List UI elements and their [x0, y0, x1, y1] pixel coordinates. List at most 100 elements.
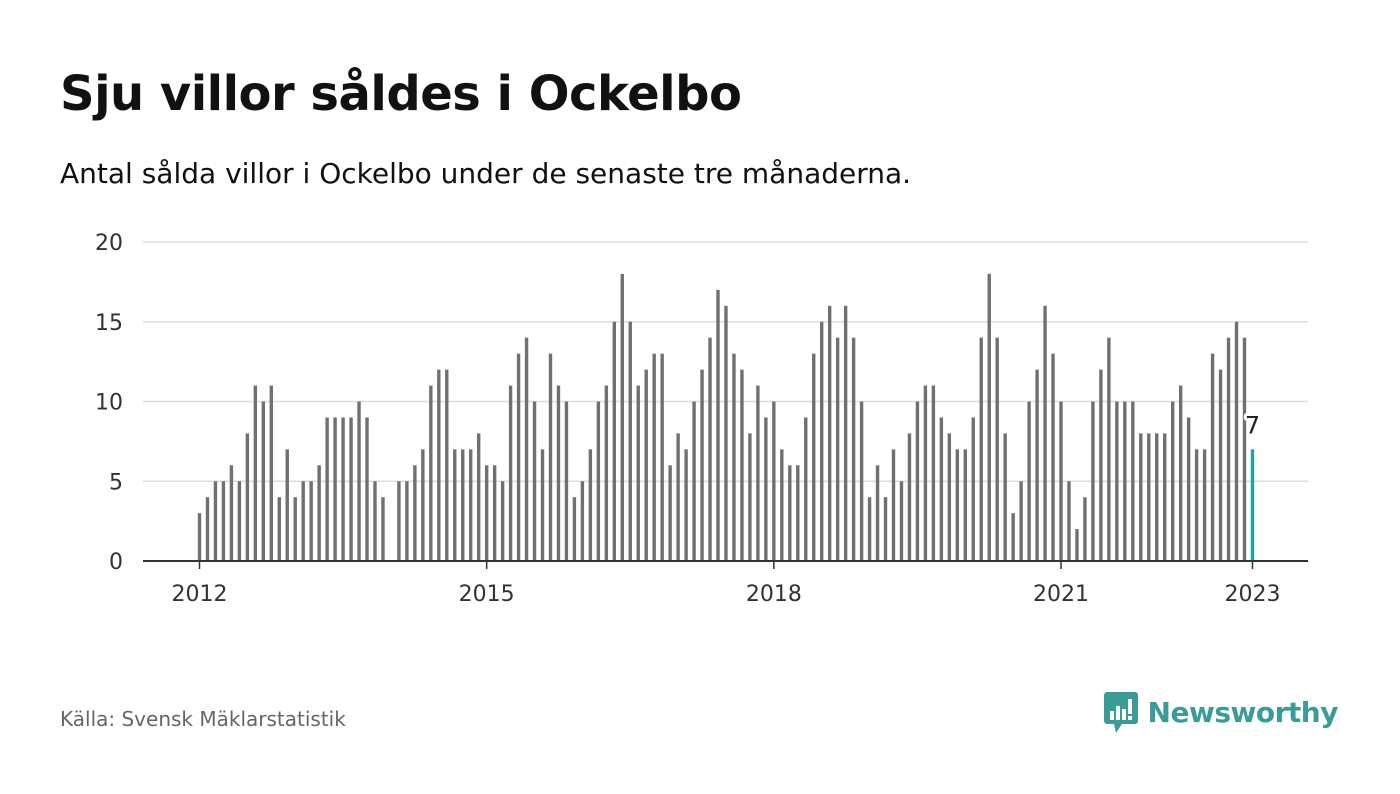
bar	[405, 481, 409, 561]
bar	[1003, 433, 1007, 561]
bar	[461, 449, 465, 561]
bar	[835, 337, 840, 561]
bar	[325, 417, 329, 561]
bar	[644, 369, 648, 561]
bar	[508, 385, 513, 561]
bars	[197, 273, 1255, 561]
bar	[1091, 401, 1095, 561]
bar	[987, 273, 991, 561]
bar	[955, 449, 960, 561]
bar	[476, 433, 481, 561]
x-tick-label: 2018	[746, 582, 802, 607]
bar	[883, 497, 888, 561]
chart-subtitle: Antal sålda villor i Ockelbo under de se…	[60, 157, 912, 190]
bar-highlight	[1250, 449, 1255, 561]
bar	[588, 449, 593, 561]
x-tick-label: 2021	[1033, 582, 1089, 607]
bar	[923, 385, 928, 561]
bar	[1059, 401, 1063, 561]
bar	[229, 465, 234, 561]
bar	[875, 465, 880, 561]
bar	[277, 497, 281, 561]
bar	[221, 481, 226, 561]
bar	[197, 513, 202, 561]
bar	[1011, 513, 1015, 561]
bar	[628, 321, 632, 561]
bar	[429, 385, 433, 561]
bar	[237, 481, 242, 561]
bar	[1027, 401, 1031, 561]
bar	[1115, 401, 1119, 561]
bar-chart: 0 5 10 15 20 2012 2015 2018 2021 2023 7	[95, 231, 1308, 607]
bar	[748, 433, 752, 561]
x-tick-label: 2012	[172, 582, 228, 607]
bar	[660, 353, 664, 561]
bar	[381, 497, 385, 561]
bar	[484, 465, 489, 561]
bar	[357, 401, 361, 561]
bar	[939, 417, 944, 561]
bar	[445, 369, 449, 561]
bar	[349, 417, 353, 561]
bar	[1163, 433, 1167, 561]
bar	[740, 369, 744, 561]
bar	[979, 337, 983, 561]
bar	[612, 321, 617, 561]
bar	[843, 305, 848, 561]
y-tick-label: 5	[109, 470, 123, 495]
bar	[796, 465, 800, 561]
bar	[995, 337, 999, 561]
bar	[397, 481, 401, 561]
y-tick-label: 15	[95, 311, 123, 336]
bar	[373, 481, 377, 561]
page-title: Sju villor såldes i Ockelbo	[60, 66, 742, 122]
bar	[365, 417, 369, 561]
bar	[780, 449, 784, 561]
bar	[915, 401, 920, 561]
bar	[1210, 353, 1215, 561]
bar	[684, 449, 688, 561]
bar	[716, 289, 720, 561]
y-tick-label: 10	[95, 391, 123, 416]
bar	[668, 465, 672, 561]
bar	[253, 385, 258, 561]
x-axis-ticks: 2012 2015 2018 2021 2023	[172, 561, 1280, 607]
bar	[827, 305, 832, 561]
bar	[269, 385, 273, 561]
bar	[317, 465, 321, 561]
bar	[756, 385, 760, 561]
bar	[692, 401, 696, 561]
brand-logo: Newsworthy	[1103, 688, 1339, 736]
bar	[245, 433, 250, 561]
bar	[301, 481, 305, 561]
bar	[676, 433, 680, 561]
bar	[812, 353, 816, 561]
bar	[1234, 321, 1239, 561]
bar	[724, 305, 728, 561]
bar	[580, 481, 585, 561]
bar	[1083, 497, 1087, 561]
bar	[891, 449, 896, 561]
bar	[636, 385, 640, 561]
bar	[1147, 433, 1151, 561]
bar	[213, 481, 218, 561]
bar	[1242, 337, 1247, 561]
bar	[532, 401, 537, 561]
bar	[867, 497, 872, 561]
y-tick-label: 0	[109, 550, 123, 575]
bar	[1202, 449, 1207, 561]
x-tick-label: 2015	[459, 582, 515, 607]
bar	[341, 417, 345, 561]
bar	[732, 353, 736, 561]
bar	[556, 385, 561, 561]
bar	[1019, 481, 1023, 561]
bar	[859, 401, 864, 561]
bar	[1075, 529, 1079, 561]
bar	[500, 481, 505, 561]
bar	[1178, 385, 1183, 561]
bar	[963, 449, 967, 561]
bar	[604, 385, 609, 561]
bar	[947, 433, 952, 561]
bar	[1155, 433, 1159, 561]
bar	[652, 353, 656, 561]
